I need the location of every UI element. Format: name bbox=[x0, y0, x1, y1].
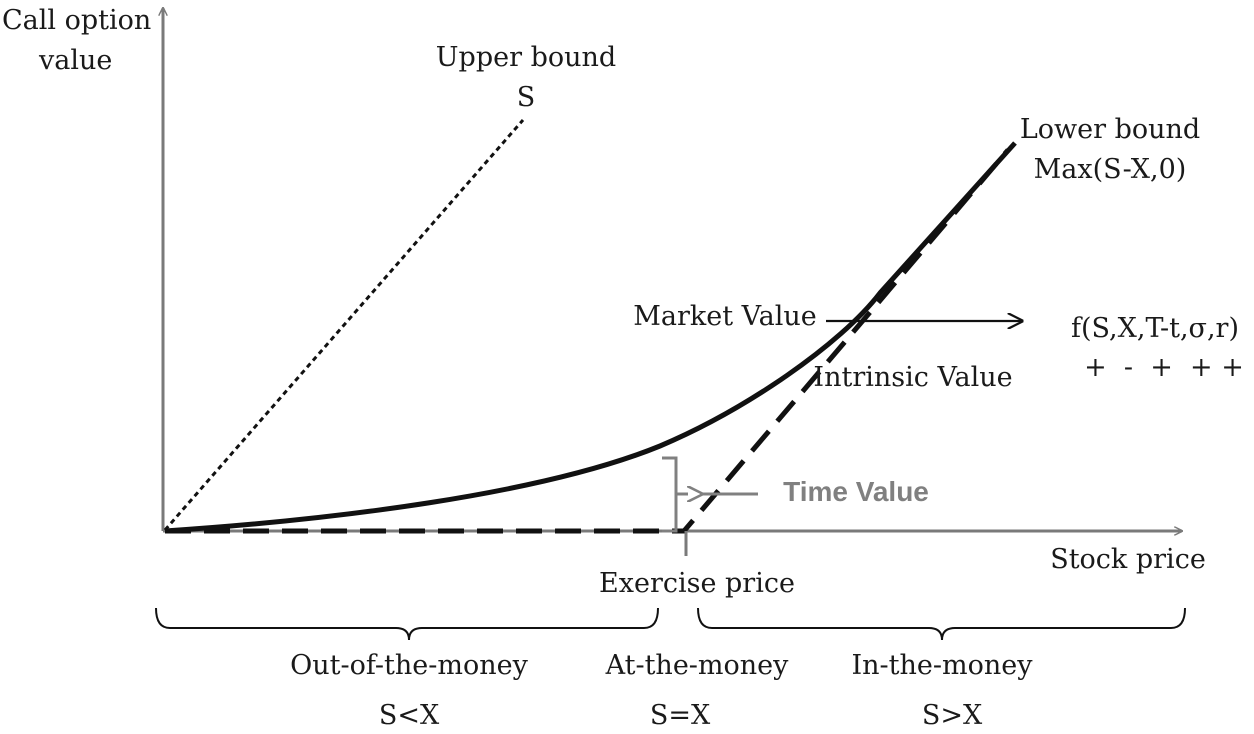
region-label-out-of-the-money: Out-of-the-money bbox=[290, 650, 528, 681]
upper-bound-formula: S bbox=[517, 82, 536, 113]
brace-out-of-the-money bbox=[155, 607, 659, 641]
market-value-function: f(S,X,T-t,σ,r) bbox=[1071, 313, 1239, 344]
lower-bound-formula: Max(S-X,0) bbox=[1034, 154, 1187, 185]
brace-in-the-money bbox=[697, 607, 1186, 641]
region-label-in-the-money: In-the-money bbox=[852, 650, 1034, 681]
lower-bound-title: Lower bound bbox=[1020, 114, 1200, 145]
upper-bound-line bbox=[163, 119, 525, 531]
x-axis-label: Stock price bbox=[1050, 544, 1206, 575]
upper-bound-title: Upper bound bbox=[436, 42, 616, 73]
y-axis-label-line2: value bbox=[38, 45, 112, 76]
market-value-label: Market Value bbox=[633, 301, 817, 332]
time-value-label: Time Value bbox=[783, 476, 929, 507]
parameter-signs: + - + + + bbox=[1084, 352, 1244, 383]
time-value-bracket bbox=[662, 456, 688, 533]
region-condition-out-of-the-money: S<X bbox=[379, 700, 440, 731]
exercise-price-label: Exercise price bbox=[599, 568, 795, 599]
intrinsic-value-label: Intrinsic Value bbox=[813, 362, 1012, 393]
region-condition-at-the-money: S=X bbox=[650, 700, 711, 731]
y-axis-label-line1: Call option bbox=[2, 5, 151, 36]
region-label-at-the-money: At-the-money bbox=[605, 650, 790, 681]
region-condition-in-the-money: S>X bbox=[922, 700, 983, 731]
intrinsic-value-line bbox=[165, 148, 1010, 534]
market-value-curve bbox=[164, 141, 1017, 534]
